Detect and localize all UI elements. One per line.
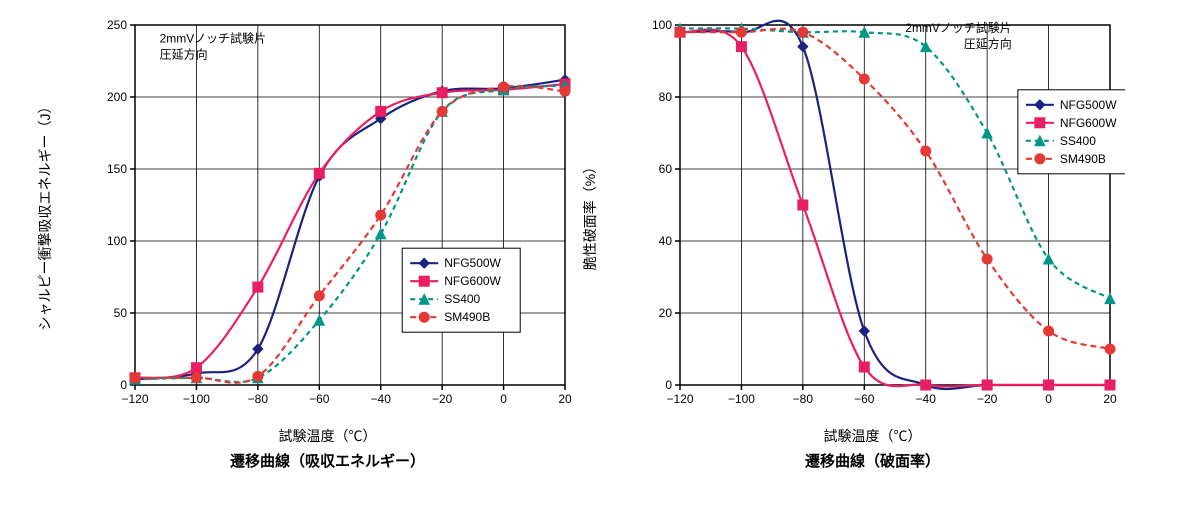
svg-text:20: 20 <box>558 392 572 406</box>
svg-text:−80: −80 <box>793 392 814 406</box>
svg-text:0: 0 <box>120 378 127 392</box>
legend-label: NFG500W <box>1060 98 1117 112</box>
right-chart: −120 −100 −80 −60 −40 −20 0 20 0 20 40 60 80 100 2mmVノ… <box>620 10 1125 420</box>
svg-text:−100: −100 <box>183 392 210 406</box>
page: シャルピー衝撃吸収エネルギー（J） −120 −100 −80 −60 −40 −20 0 2… <box>10 10 1190 471</box>
svg-text:40: 40 <box>659 234 673 248</box>
annotation-line: 圧延方向 <box>964 36 1012 51</box>
annotation-line: 2mmVノッチ試験片 <box>160 30 266 45</box>
legend-label: SS400 <box>444 292 480 306</box>
left-chart-wrap: シャルピー衝撃吸収エネルギー（J） −120−100−80−60−40−2002… <box>75 10 580 420</box>
svg-text:0: 0 <box>500 392 507 406</box>
right-panel: 脆性破面率（%） −120−100−80−60−40−2002002040608… <box>620 10 1125 471</box>
left-panel: シャルピー衝撃吸収エネルギー（J） −120−100−80−60−40−2002… <box>75 10 580 471</box>
svg-text:100: 100 <box>652 18 672 32</box>
right-y-axis-label: 脆性破面率（%） <box>580 160 600 270</box>
right-x-axis-label: 試験温度（℃） <box>824 426 922 446</box>
right-chart-title: 遷移曲線（破面率） <box>805 450 940 471</box>
svg-text:−120: −120 <box>121 392 148 406</box>
svg-text:200: 200 <box>107 90 127 104</box>
legend-label: NFG500W <box>444 256 501 270</box>
svg-text:250: 250 <box>107 18 127 32</box>
svg-text:60: 60 <box>659 162 673 176</box>
legend-label: SM490B <box>1060 152 1106 166</box>
svg-text:20: 20 <box>659 306 673 320</box>
legend-label: SS400 <box>1060 134 1096 148</box>
annotation-line: 2mmVノッチ試験片 <box>905 20 1011 35</box>
svg-text:−20: −20 <box>977 392 998 406</box>
legend-label: NFG600W <box>444 274 501 288</box>
svg-text:80: 80 <box>659 90 673 104</box>
svg-text:0: 0 <box>665 378 672 392</box>
svg-text:−60: −60 <box>309 392 330 406</box>
annotation-line: 圧延方向 <box>160 46 208 61</box>
left-chart: −120−100−80−60−40−200200501001502002502m… <box>75 10 580 420</box>
svg-text:−40: −40 <box>371 392 392 406</box>
svg-text:150: 150 <box>107 162 127 176</box>
left-y-axis-label: シャルピー衝撃吸収エネルギー（J） <box>35 100 55 331</box>
svg-text:−20: −20 <box>432 392 453 406</box>
svg-text:−40: −40 <box>916 392 937 406</box>
legend-label: NFG600W <box>1060 116 1117 130</box>
svg-text:100: 100 <box>107 234 127 248</box>
svg-text:20: 20 <box>1103 392 1117 406</box>
svg-text:−60: −60 <box>854 392 875 406</box>
legend-label: SM490B <box>444 310 490 324</box>
left-chart-title: 遷移曲線（吸収エネルギー） <box>230 450 425 471</box>
left-x-axis-label: 試験温度（℃） <box>279 426 377 446</box>
svg-text:−80: −80 <box>248 392 269 406</box>
svg-text:−120: −120 <box>666 392 693 406</box>
svg-text:50: 50 <box>114 306 128 320</box>
svg-text:0: 0 <box>1045 392 1052 406</box>
svg-text:−100: −100 <box>728 392 755 406</box>
right-chart-wrap: 脆性破面率（%） −120−100−80−60−40−2002002040608… <box>620 10 1125 420</box>
